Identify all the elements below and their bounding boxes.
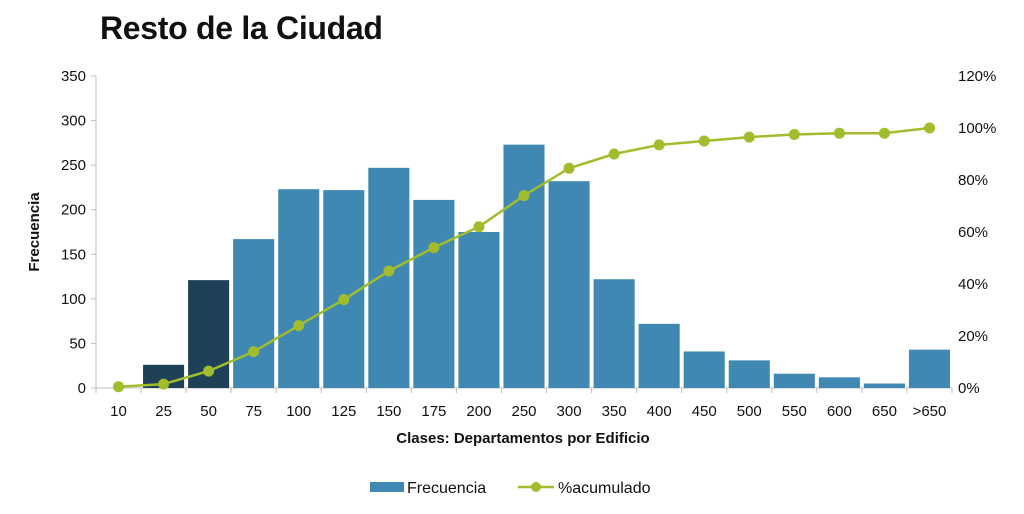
cumulative-point [563,162,575,174]
legend-line-label: %acumulado [558,480,651,497]
cumulative-point [833,127,845,139]
bars [143,144,950,388]
y2-tick-label: 20% [958,328,988,345]
bar [728,360,770,388]
y-tick-label: 250 [61,157,86,174]
x-tick-label: 450 [692,403,717,420]
bar [458,232,500,388]
y2-tick-label: 80% [958,172,988,189]
x-tick-label: 600 [827,403,852,420]
bar [503,144,545,388]
y-tick-label: 300 [61,113,86,130]
cumulative-point [743,131,755,143]
bar [818,377,860,388]
bar [548,181,590,388]
bar [233,239,275,388]
x-axis-title: Clases: Departamentos por Edificio [396,430,649,447]
cumulative-point [653,139,665,151]
cumulative-point [293,320,305,332]
bar [683,351,725,388]
cumulative-point [698,135,710,147]
x-tick-label: >650 [913,403,947,420]
y-tick-label: 200 [61,202,86,219]
bar [593,279,635,388]
bar [278,189,320,388]
bar [368,167,410,388]
legend-bar-swatch [370,482,404,492]
x-tick-label: 50 [200,403,217,420]
tick-labels: 0 50 100 150 200 250 300 350 0% 20% 40% 60% 80% 100% 1… [61,68,996,420]
cumulative-point [473,221,485,233]
legend-line-marker [531,482,541,492]
cumulative-point [158,378,170,390]
y2-tick-label: 40% [958,276,988,293]
y-tick-label: 0 [78,380,86,397]
x-tick-label: 300 [557,403,582,420]
x-tick-label: 350 [602,403,627,420]
y2-tick-label: 60% [958,224,988,241]
y-tick-label: 150 [61,246,86,263]
y-axis-title: Frecuencia [26,192,43,272]
cumulative-point [923,122,935,134]
x-tick-label: 200 [466,403,491,420]
bar [908,349,950,388]
y2-tick-label: 120% [958,68,996,85]
x-tick-label: 500 [737,403,762,420]
bar [323,190,365,388]
cumulative-line [113,122,935,393]
bar [773,373,815,388]
x-tick-label: 550 [782,403,807,420]
cumulative-point [878,127,890,139]
x-tick-label: 150 [376,403,401,420]
cumulative-point [518,190,530,202]
x-tick-label: 25 [155,403,172,420]
cumulative-point [203,365,215,377]
cumulative-point [383,265,395,277]
x-tick-label: 250 [511,403,536,420]
x-tick-label: 175 [421,403,446,420]
y-tick-label: 350 [61,68,86,85]
y-tick-label: 100 [61,291,86,308]
y2-tick-label: 100% [958,120,996,137]
y-tick-label: 50 [69,335,86,352]
x-tick-label: 400 [647,403,672,420]
legend-bar-label: Frecuencia [407,480,486,497]
bar [863,383,905,388]
x-tick-label: 10 [110,403,127,420]
cumulative-point [788,129,800,140]
bar [413,199,455,388]
chart-title: Resto de la Ciudad [100,10,383,46]
cumulative-point [608,148,620,160]
x-tick-label: 125 [331,403,356,420]
x-tick-label: 650 [872,403,897,420]
cumulative-point [113,381,125,393]
x-tick-label: 100 [286,403,311,420]
y2-tick-label: 0% [958,380,980,397]
bar [638,323,680,388]
cumulative-point [338,294,350,306]
cumulative-point [248,346,260,358]
x-tick-label: 75 [245,403,262,420]
cumulative-point [428,242,440,254]
legend: Frecuencia %acumulado [370,480,651,497]
